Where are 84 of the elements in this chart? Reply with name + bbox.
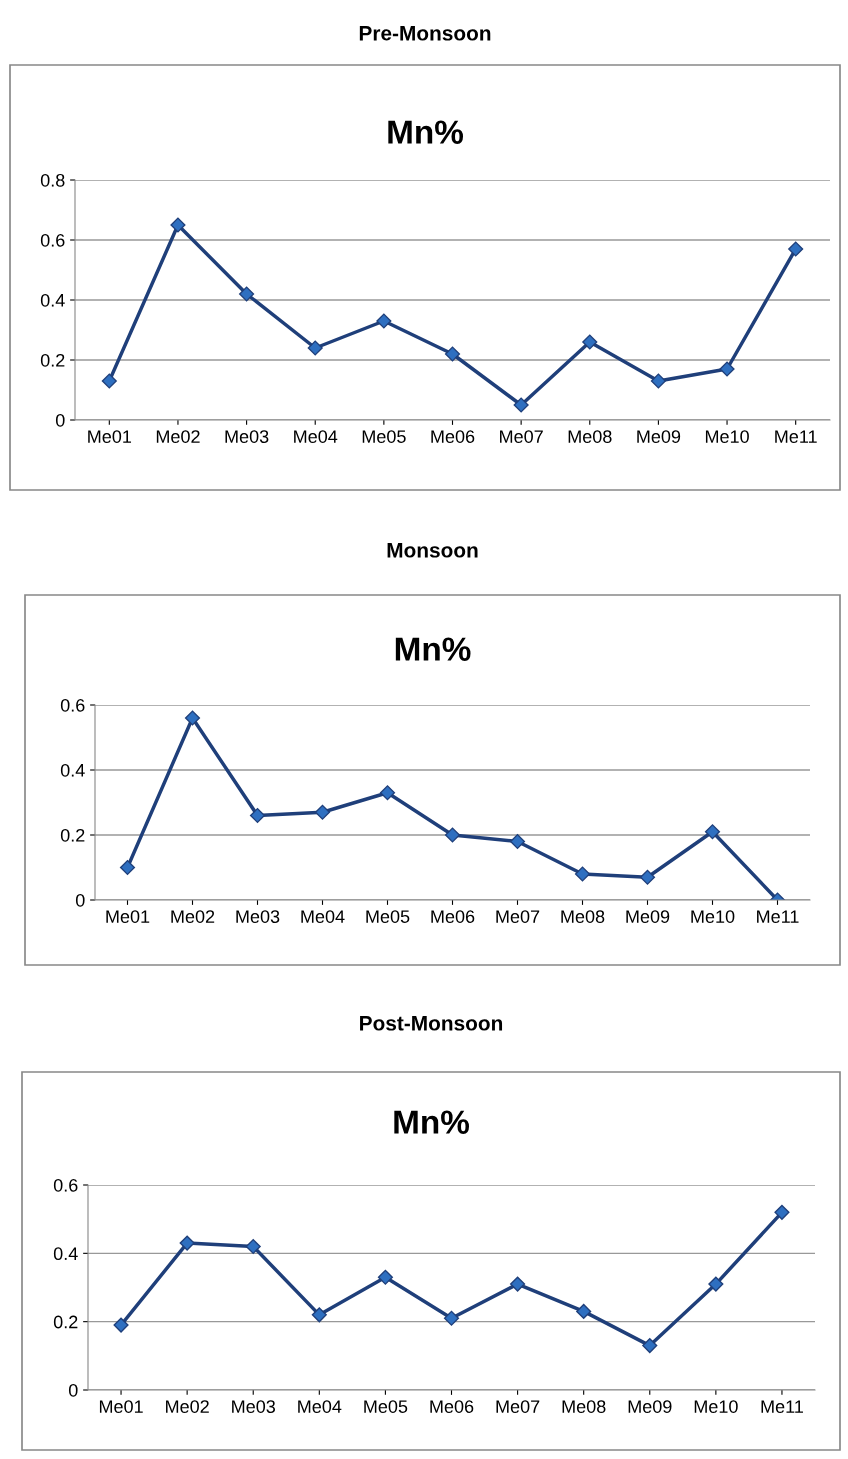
x-tick-label: Me06 <box>431 430 475 443</box>
x-tick-label: Me07 <box>496 1400 540 1413</box>
point <box>113 1317 129 1333</box>
x-tick-label: Me07 <box>500 430 543 443</box>
point <box>377 1269 393 1285</box>
point <box>245 1238 261 1255</box>
x-tick-label: Me11 <box>775 430 817 443</box>
y-tick-label: 0.4 <box>53 1247 78 1261</box>
point <box>708 1276 724 1292</box>
x-tick-label: Me05 <box>366 910 410 923</box>
x-tick-label: Me03 <box>236 910 280 923</box>
point <box>119 859 136 876</box>
y-tick-label: 0.2 <box>53 1315 78 1329</box>
point <box>509 833 526 850</box>
point <box>774 1204 790 1220</box>
x-tick-label: Me08 <box>561 910 605 923</box>
y-tick-label: 0 <box>75 893 85 907</box>
x-tick-label: Me08 <box>562 1400 606 1413</box>
x-tick-label: Me02 <box>166 1400 209 1413</box>
x-tick-label: Me08 <box>568 430 612 443</box>
point <box>642 1338 658 1354</box>
point <box>582 334 598 350</box>
point <box>311 1307 327 1323</box>
x-tick-label: Me09 <box>626 910 670 923</box>
x-tick-label: Me10 <box>691 910 735 923</box>
point <box>510 1276 526 1292</box>
chart-subtitle: Mn% <box>395 637 471 661</box>
y-tick-label: 0.4 <box>40 293 65 307</box>
x-tick-label: Me03 <box>232 1400 276 1413</box>
x-tick-label: Me04 <box>301 910 345 923</box>
x-tick-label: Me07 <box>496 910 540 923</box>
point <box>444 346 461 362</box>
point <box>574 866 591 882</box>
x-tick-label: Me02 <box>171 910 215 923</box>
y-tick-label: 0.6 <box>60 698 85 712</box>
x-tick-label: Me11 <box>757 910 799 923</box>
y-tick-label: 0.8 <box>40 173 65 187</box>
x-tick-label: Me04 <box>294 430 338 443</box>
y-tick-label: 0.6 <box>53 1178 78 1192</box>
x-tick-label: Me09 <box>637 430 681 443</box>
point <box>443 1310 460 1326</box>
x-tick-label: Me05 <box>362 430 406 443</box>
chart-subtitle: Mn% <box>394 1110 470 1134</box>
y-tick-label: 0.2 <box>60 828 85 842</box>
y-tick-label: 0 <box>68 1383 78 1397</box>
point <box>576 1303 592 1319</box>
chart-title: Post-Monsoon <box>360 1016 503 1031</box>
point <box>101 373 117 389</box>
x-tick-label: Me01 <box>88 430 132 443</box>
point <box>249 807 266 824</box>
chart-title: Monsoon <box>387 543 478 558</box>
x-tick-label: Me11 <box>761 1400 803 1413</box>
x-tick-label: Me05 <box>364 1400 408 1413</box>
x-tick-label: Me04 <box>298 1400 342 1413</box>
point <box>376 313 392 329</box>
x-tick-label: Me02 <box>156 430 200 443</box>
point <box>184 710 201 726</box>
point <box>314 804 331 820</box>
point <box>788 241 804 257</box>
point <box>639 869 656 885</box>
point <box>704 824 721 840</box>
x-tick-label: Me06 <box>431 910 475 923</box>
point <box>719 361 735 377</box>
y-tick-label: 0.6 <box>40 233 65 247</box>
y-tick-label: 0.4 <box>60 763 85 777</box>
x-tick-label: Me10 <box>705 430 749 443</box>
chart-title: Pre-Monsoon <box>359 26 491 41</box>
point <box>239 286 255 302</box>
point <box>650 373 666 389</box>
y-tick-label: 0 <box>55 413 65 427</box>
point <box>179 1235 195 1251</box>
x-tick-label: Me10 <box>694 1400 738 1413</box>
point <box>513 397 529 413</box>
point <box>307 340 323 356</box>
x-tick-label: Me01 <box>99 1400 143 1413</box>
point <box>444 827 461 843</box>
x-tick-label: Me06 <box>430 1400 474 1413</box>
point <box>170 217 186 233</box>
x-tick-label: Me01 <box>106 910 150 923</box>
x-tick-label: Me03 <box>225 430 269 443</box>
x-tick-label: Me09 <box>628 1400 672 1413</box>
y-tick-label: 0.2 <box>40 353 65 367</box>
point <box>379 785 396 801</box>
chart-subtitle: Mn% <box>388 120 464 144</box>
